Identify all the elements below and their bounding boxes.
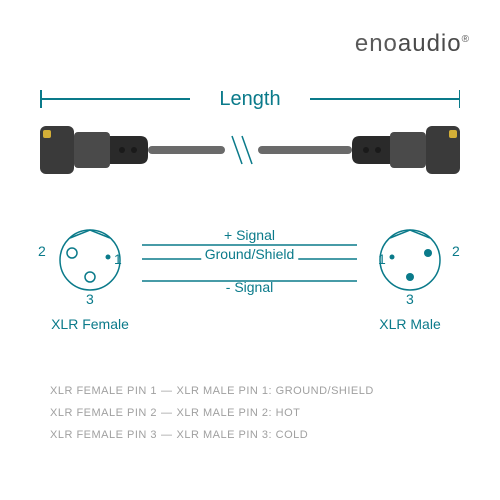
pinmap-to: XLR MALE PIN 2 <box>177 407 269 419</box>
pinmap-desc: HOT <box>276 407 301 419</box>
dim-tick-right <box>459 90 461 108</box>
pinmap-from: XLR FEMALE PIN 1 <box>50 385 157 397</box>
pinmap-from: XLR FEMALE PIN 3 <box>50 429 157 441</box>
cable-segment-left <box>148 146 225 154</box>
xlr-male-label: XLR Male <box>370 316 450 332</box>
female-pin-2-label: 2 <box>38 243 46 259</box>
dim-line-left <box>40 98 190 100</box>
pinmap-from: XLR FEMALE PIN 2 <box>50 407 157 419</box>
signal-ground-label: Ground/Shield <box>201 246 299 262</box>
brand-logo: enoaudio® <box>355 30 470 58</box>
female-pin-3-label: 3 <box>86 291 94 307</box>
brand-part2: audio <box>398 30 462 57</box>
xlr-female-label: XLR Female <box>50 316 130 332</box>
xlr-male-connector-icon <box>352 126 460 174</box>
pinout-diagram: 2 1 3 XLR Female 1 2 3 XLR Male <box>50 215 450 355</box>
pinmap-row: XLR FEMALE PIN 2—XLR MALE PIN 2: HOT <box>50 402 374 424</box>
pinmap-text: XLR FEMALE PIN 1—XLR MALE PIN 1: GROUND/… <box>50 380 374 446</box>
pinmap-desc: COLD <box>276 429 309 441</box>
cable-segment-right <box>258 146 352 154</box>
pinmap-row: XLR FEMALE PIN 1—XLR MALE PIN 1: GROUND/… <box>50 380 374 402</box>
length-dimension: Length <box>40 90 460 110</box>
male-pin-1-label: 1 <box>378 251 386 267</box>
xlr-female-face: 2 1 3 XLR Female <box>50 225 130 332</box>
signal-lines: + Signal Ground/Shield - Signal <box>142 233 357 313</box>
cable-illustration <box>40 118 460 183</box>
pinmap-to: XLR MALE PIN 3 <box>177 429 269 441</box>
length-label: Length <box>219 88 280 111</box>
xlr-female-connector-icon <box>40 126 148 174</box>
pinmap-desc: GROUND/SHIELD <box>276 385 374 397</box>
brand-reg: ® <box>462 34 470 45</box>
female-pin-1-label: 1 <box>114 251 122 267</box>
male-pin-3-label: 3 <box>406 291 414 307</box>
pinmap-row: XLR FEMALE PIN 3—XLR MALE PIN 3: COLD <box>50 424 374 446</box>
signal-plus-label: + Signal <box>224 227 275 243</box>
brand-part1: eno <box>355 30 398 57</box>
pinmap-to: XLR MALE PIN 1 <box>177 385 269 397</box>
xlr-male-face: 1 2 3 XLR Male <box>370 225 450 332</box>
male-pin-2-label: 2 <box>452 243 460 259</box>
dim-line-right <box>310 98 460 100</box>
signal-minus-label: - Signal <box>226 279 273 295</box>
cable-break-icon <box>232 136 252 164</box>
